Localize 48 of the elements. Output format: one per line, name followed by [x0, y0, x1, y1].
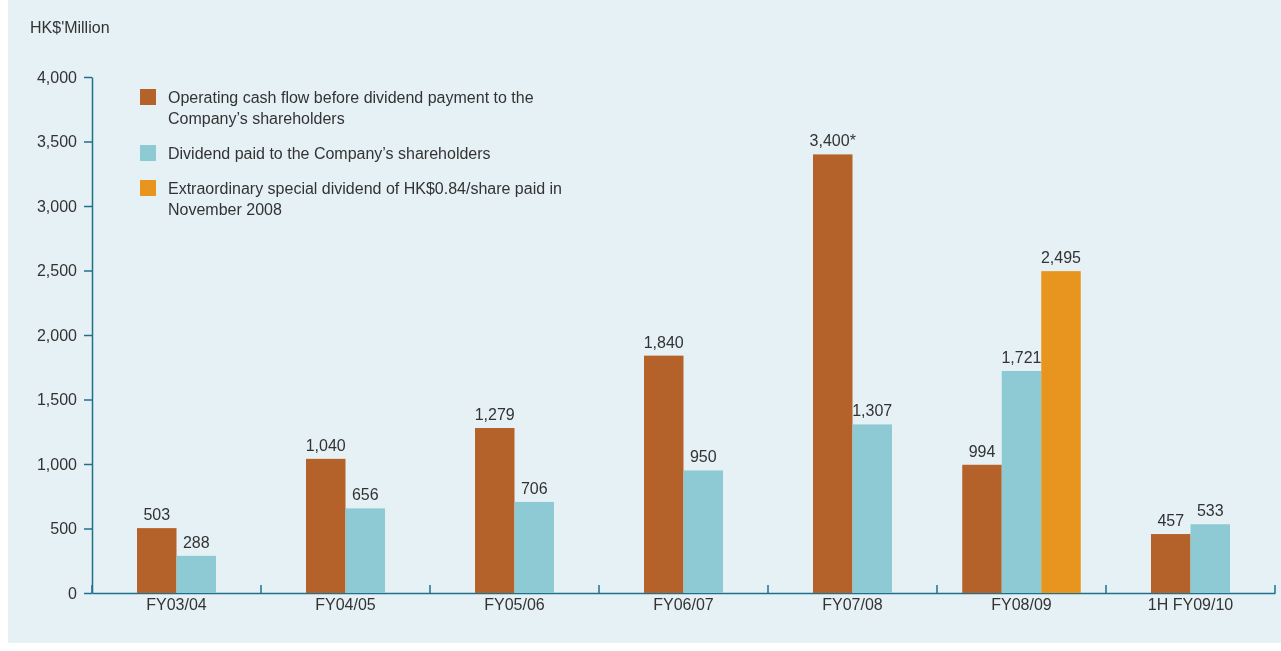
y-tick-label: 1,500 [36, 391, 78, 409]
x-tick-label: 1H FY09/10 [1147, 596, 1234, 613]
data-label: 503 [143, 506, 171, 524]
bar [1190, 524, 1230, 593]
bar [345, 508, 385, 593]
data-label: 994 [968, 442, 996, 460]
data-label: 3,400* [809, 132, 856, 150]
data-label: 1,040 [305, 436, 346, 454]
y-tick-label: 4,000 [36, 68, 78, 86]
y-tick-label: 3,500 [36, 133, 78, 151]
x-tick-label: FY06/07 [653, 596, 714, 613]
y-tick-label: 2,500 [36, 262, 78, 280]
legend-label: Extraordinary special dividend of HK$0.84/share paid in November 2008 [168, 180, 563, 218]
x-tick-label: FY08/09 [991, 596, 1052, 613]
bar [176, 555, 216, 593]
x-tick-label: FY07/08 [822, 596, 883, 613]
bar [475, 428, 515, 593]
y-tick-label: 500 [50, 520, 78, 538]
data-label: 1,721 [1001, 348, 1042, 366]
x-tick-label: FY05/06 [484, 596, 545, 613]
bar [1041, 271, 1081, 593]
data-label: 457 [1157, 512, 1185, 530]
y-tick-label: 2,000 [36, 326, 78, 344]
bar [852, 424, 892, 593]
data-label: 706 [520, 479, 548, 497]
y-tick-label: 0 [68, 584, 78, 602]
bar [514, 501, 554, 593]
y-tick-label: 1,000 [36, 455, 78, 473]
bar [644, 355, 684, 593]
y-axis-title: HK$'Million [30, 19, 110, 36]
data-label: 533 [1196, 502, 1224, 520]
data-label: 1,840 [643, 333, 684, 351]
data-label: 1,279 [474, 406, 515, 424]
legend-label: Operating cash flow before dividend payment to the Company’s shareholders [168, 89, 534, 127]
bar [137, 528, 177, 593]
data-label: 288 [182, 533, 210, 551]
legend-label: Dividend paid to the Company’s shareholders [168, 145, 491, 162]
x-tick-label: FY03/04 [146, 596, 207, 613]
data-label: 656 [351, 486, 379, 504]
data-label: 2,495 [1040, 249, 1082, 267]
bar [306, 458, 346, 593]
x-tick-label: FY04/05 [315, 596, 376, 613]
bar [1151, 534, 1191, 593]
y-tick-label: 3,000 [36, 197, 78, 215]
bar [683, 470, 723, 593]
bar [813, 154, 853, 593]
data-label: 1,307 [852, 402, 893, 420]
data-label: 950 [689, 448, 717, 466]
